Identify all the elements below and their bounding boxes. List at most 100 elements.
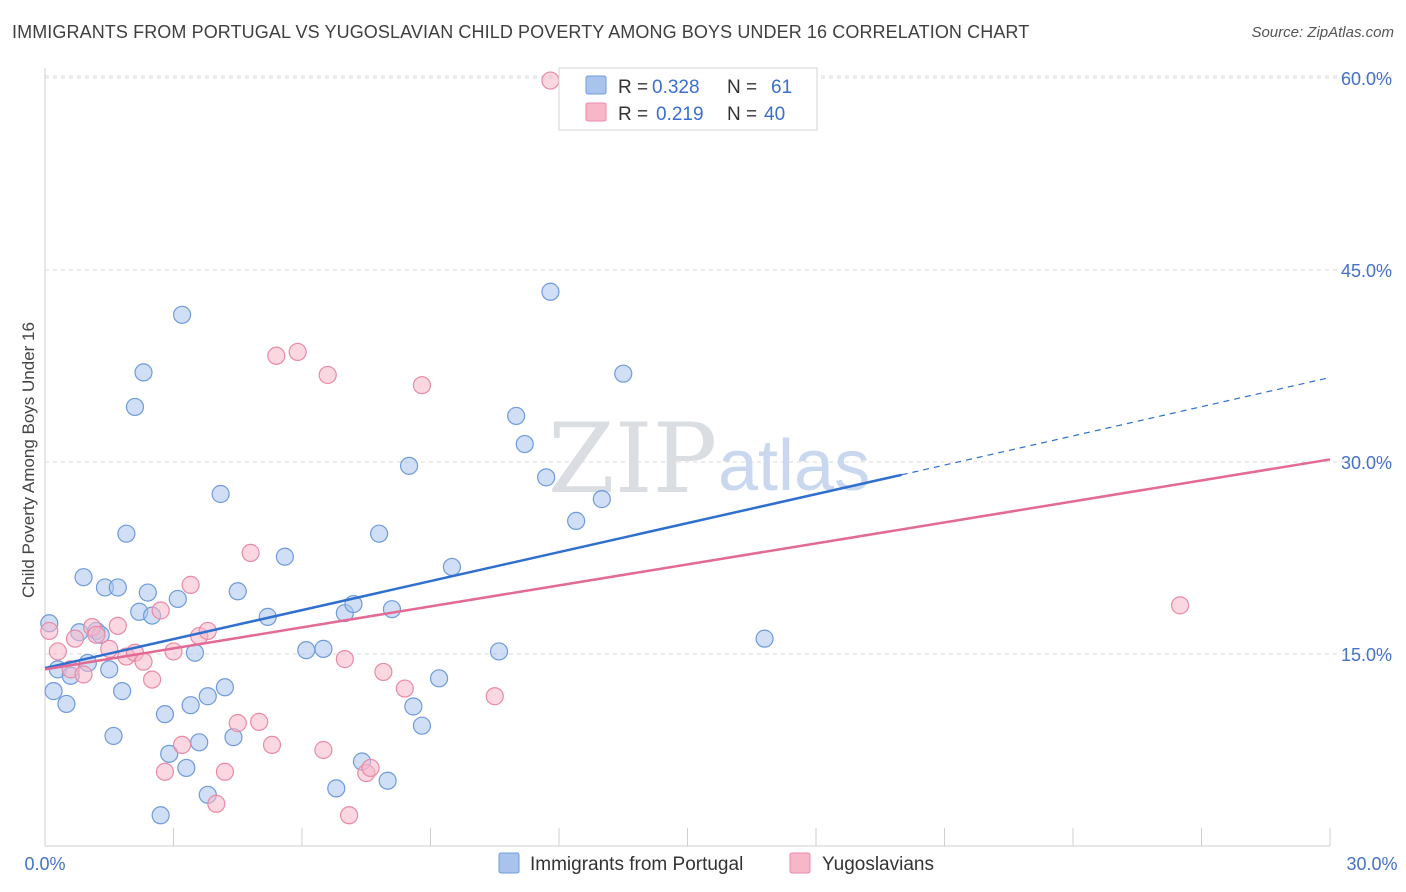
legend-r-label-portugal: R = bbox=[618, 77, 648, 98]
gridlines bbox=[45, 75, 1392, 655]
data-point bbox=[275, 547, 294, 566]
data-point bbox=[250, 712, 269, 731]
legend-r-label-yugoslavians: R = bbox=[618, 104, 648, 125]
legend-box: R = 0.328 N = 61 R = 0.219 N = 40 bbox=[558, 67, 818, 131]
data-point bbox=[211, 484, 230, 504]
data-point bbox=[395, 679, 414, 698]
data-point bbox=[160, 744, 179, 763]
data-point bbox=[537, 468, 556, 487]
trend-lines bbox=[44, 376, 1331, 671]
data-point bbox=[262, 735, 282, 754]
y-tick-label: 45.0% bbox=[1341, 261, 1392, 281]
data-point bbox=[172, 735, 192, 754]
data-point bbox=[267, 346, 286, 365]
y-tick-label: 60.0% bbox=[1341, 69, 1392, 89]
data-point bbox=[65, 629, 85, 648]
y-tick-label: 30.0% bbox=[1341, 453, 1392, 473]
data-point bbox=[442, 557, 462, 577]
legend-swatch-portugal bbox=[585, 75, 607, 95]
trend-line bbox=[44, 473, 902, 670]
data-point bbox=[327, 779, 346, 798]
data-point bbox=[412, 716, 432, 735]
chart-title: IMMIGRANTS FROM PORTUGAL VS YUGOSLAVIAN … bbox=[12, 22, 1030, 42]
data-point bbox=[567, 511, 586, 530]
data-point bbox=[87, 625, 106, 644]
data-point bbox=[172, 305, 192, 324]
legend-n-value-yugoslavians: 40 bbox=[764, 104, 785, 125]
bottom-legend-swatch-portugal bbox=[498, 852, 520, 874]
data-point bbox=[40, 621, 59, 641]
x-ticks bbox=[44, 828, 1331, 846]
y-tick-label: 15.0% bbox=[1341, 645, 1392, 665]
legend-r-value-yugoslavians: 0.219 bbox=[656, 104, 704, 125]
y-tick-labels: 15.0% 30.0% 45.0% 60.0% bbox=[1341, 69, 1392, 665]
data-point bbox=[335, 650, 354, 669]
legend-n-label-portugal: N = bbox=[727, 77, 757, 98]
data-point bbox=[374, 662, 393, 682]
data-point bbox=[314, 639, 333, 658]
data-point bbox=[382, 600, 402, 619]
data-point bbox=[485, 687, 504, 706]
data-point bbox=[181, 575, 200, 594]
data-point bbox=[515, 434, 534, 454]
data-point bbox=[125, 397, 145, 417]
legend-n-label-yugoslavians: N = bbox=[727, 104, 757, 125]
data-point bbox=[489, 642, 509, 661]
data-point bbox=[151, 806, 170, 825]
data-point bbox=[142, 670, 162, 689]
data-point bbox=[399, 456, 419, 475]
bottom-legend-label-yugoslavians: Yugoslavians bbox=[822, 854, 934, 875]
source-credit: Source: ZipAtlas.com bbox=[1251, 24, 1394, 41]
data-point bbox=[370, 524, 389, 543]
data-point bbox=[117, 524, 136, 543]
data-point bbox=[297, 641, 316, 660]
data-point bbox=[48, 642, 67, 661]
data-point bbox=[100, 660, 119, 679]
data-point bbox=[378, 771, 397, 790]
data-point bbox=[340, 806, 359, 825]
data-point bbox=[112, 682, 132, 701]
data-point bbox=[507, 406, 526, 426]
data-point bbox=[228, 582, 247, 601]
data-point bbox=[164, 642, 183, 661]
data-point bbox=[74, 568, 93, 587]
trend-line-extension bbox=[901, 376, 1331, 476]
legend-swatch-yugoslavians bbox=[585, 102, 607, 122]
data-point bbox=[288, 342, 307, 362]
data-point bbox=[44, 682, 63, 701]
data-point bbox=[241, 543, 260, 562]
data-point bbox=[429, 669, 449, 688]
data-point bbox=[168, 589, 187, 609]
data-point bbox=[318, 365, 337, 385]
data-point bbox=[215, 762, 234, 781]
data-point bbox=[57, 694, 76, 714]
data-point bbox=[74, 665, 93, 684]
data-point bbox=[755, 629, 774, 648]
data-point bbox=[138, 583, 157, 602]
data-point bbox=[177, 758, 196, 778]
data-point bbox=[207, 794, 226, 813]
legend-r-value-portugal: 0.328 bbox=[652, 77, 700, 98]
data-point bbox=[155, 705, 175, 724]
data-point bbox=[134, 363, 153, 382]
data-point bbox=[614, 364, 633, 383]
x-tick-label-max: 30.0% bbox=[1346, 854, 1397, 874]
trend-line bbox=[44, 458, 1331, 671]
data-point bbox=[541, 282, 560, 301]
series-portugal-points bbox=[40, 282, 774, 825]
watermark: ZIP atlas bbox=[548, 403, 870, 515]
data-point bbox=[108, 616, 127, 635]
watermark-atlas: atlas bbox=[718, 426, 870, 506]
bottom-legend-label-portugal: Immigrants from Portugal bbox=[530, 854, 743, 875]
data-point bbox=[198, 687, 217, 706]
data-point bbox=[181, 696, 200, 715]
x-tick-label-min: 0.0% bbox=[24, 854, 65, 874]
data-point bbox=[215, 678, 234, 697]
data-point bbox=[592, 490, 611, 509]
data-point bbox=[108, 578, 127, 597]
legend-n-value-portugal: 61 bbox=[771, 77, 792, 98]
watermark-zip: ZIP bbox=[548, 403, 717, 515]
data-point bbox=[412, 376, 432, 395]
data-point bbox=[190, 733, 209, 752]
